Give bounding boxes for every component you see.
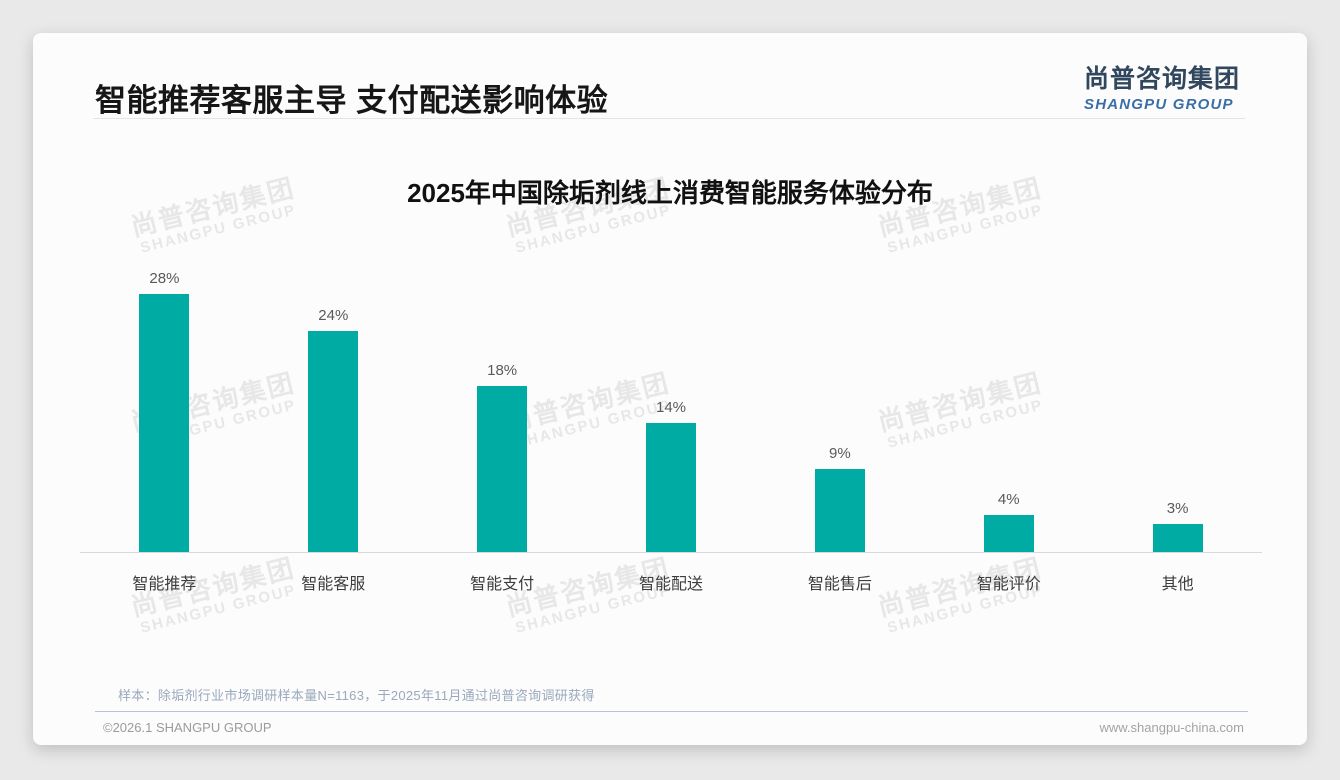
header-divider [93, 118, 1245, 119]
slide-card: 尚普咨询集团 SHANGPU GROUP 尚普咨询集团 SHANGPU GROUP 尚普… [33, 33, 1307, 745]
bar-value-label: 3% [1166, 500, 1189, 517]
bar-column: 9% [755, 445, 924, 552]
bar [646, 423, 696, 552]
bar-column: 24% [249, 307, 418, 552]
bar-value-label: 18% [487, 362, 518, 379]
page-title: 智能推荐客服主导 支付配送影响体验 [95, 83, 609, 118]
bar-column: 3% [1093, 500, 1262, 552]
bar-chart: 28% 24% 18% 14% 9% 4% 3% 智能推荐 智能客服 智能支付 智能配送 智能售后智… [80, 263, 1262, 594]
bar-value-label: 9% [829, 445, 851, 462]
bar-value-label: 4% [997, 491, 1020, 508]
source-note: 样本：除垢剂行业市场调研样本量N=1163，于2025年11月通过尚普咨询调研获… [118, 688, 595, 703]
logo-english-text: SHANGPU GROUP [1083, 96, 1234, 113]
bar-column: 4% [924, 491, 1093, 552]
labels-row: 智能推荐 智能客服 智能支付 智能配送 智能售后 智能评价 其他 [80, 553, 1262, 594]
footer: ©2026.1 SHANGPU GROUP www.shangpu-china.… [103, 720, 1244, 735]
bar-column: 28% [80, 270, 249, 552]
bar-value-label: 28% [149, 270, 180, 287]
bar-value-label: 14% [655, 399, 687, 416]
category-label: 智能评价 [976, 576, 1041, 593]
bar-column: 14% [587, 399, 756, 552]
bar [477, 386, 528, 552]
bar [139, 294, 190, 552]
bar [308, 331, 359, 552]
category-label: 智能配送 [639, 576, 704, 593]
bar [1152, 524, 1203, 552]
footer-copyright: ©2026.1 SHANGPU GROUP [103, 720, 272, 735]
category-label: 智能推荐 [132, 576, 197, 593]
logo-chinese-text: 尚普咨询集团 [1083, 65, 1240, 93]
bar [983, 515, 1034, 552]
bars-row: 28% 24% 18% 14% 9% 4% 3% [80, 263, 1262, 553]
footer-divider [95, 711, 1248, 712]
category-label: 智能客服 [301, 576, 366, 593]
category-label: 智能支付 [470, 576, 535, 593]
bar-column: 18% [418, 362, 587, 552]
company-logo: 尚普咨询集团 SHANGPU GROUP [1084, 59, 1240, 113]
category-label: 其他 [1161, 576, 1194, 593]
bar [814, 469, 865, 552]
footer-website: www.shangpu-china.com [1099, 720, 1244, 735]
category-label: 智能售后 [807, 576, 872, 593]
chart-title: 2025年中国除垢剂线上消费智能服务体验分布 [407, 178, 933, 208]
bar-value-label: 24% [318, 307, 349, 324]
